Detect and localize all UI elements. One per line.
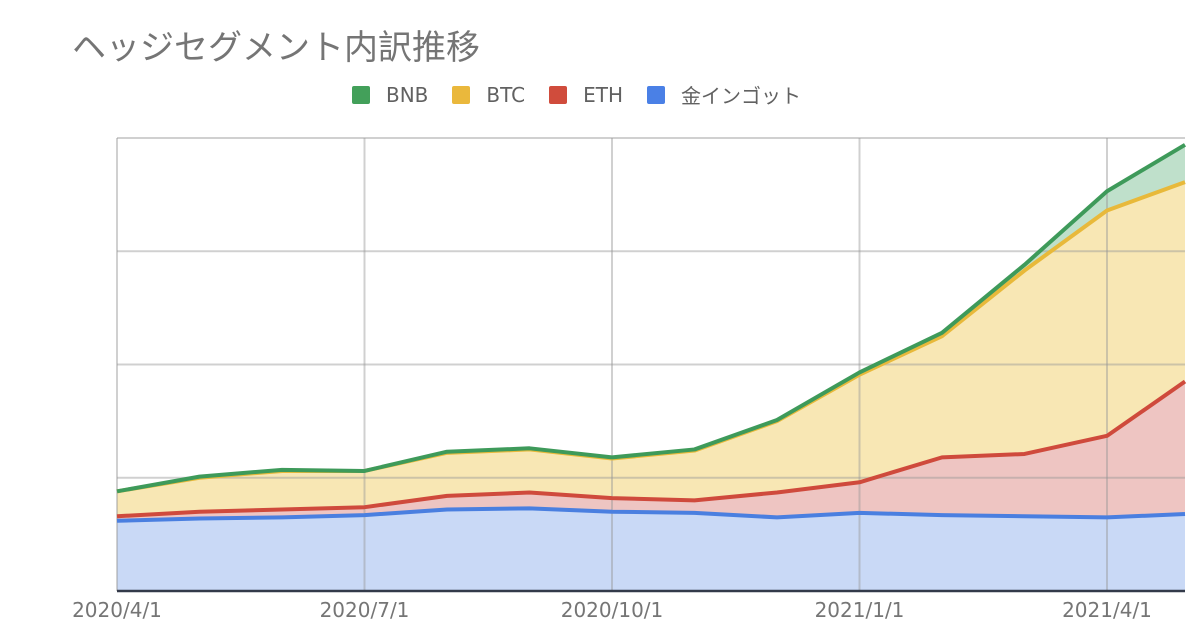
line-金インゴット (116, 506, 1186, 523)
legend-label: ETH (583, 82, 624, 107)
chart-legend: BNB BTC ETH 金インゴット (352, 80, 825, 109)
x-tick-label: 2020/4/1 (72, 598, 162, 622)
legend-item[interactable]: ETH (549, 83, 623, 107)
x-tick-label: 2020/10/1 (560, 598, 664, 622)
legend-label: BTC (486, 82, 526, 107)
legend-item[interactable]: 金インゴット (647, 80, 801, 109)
legend-label: BNB (386, 82, 429, 107)
legend-item[interactable]: BNB (352, 83, 428, 107)
x-tick-label: 2021/4/1 (1062, 598, 1152, 622)
x-tick-label: 2021/1/1 (814, 598, 905, 622)
area-ETH (117, 381, 1185, 521)
legend-swatch-icon (647, 85, 666, 104)
line-ETH (116, 379, 1187, 519)
x-tick-label: 2020/7/1 (319, 598, 410, 622)
line-BNB (116, 143, 1187, 494)
area-金インゴット (117, 508, 1185, 591)
legend-item[interactable]: BTC (452, 83, 525, 107)
area-BTC (117, 182, 1185, 517)
chart-title: ヘッジセグメント内訳推移 (72, 28, 480, 68)
legend-swatch-icon (452, 85, 471, 104)
legend-swatch-icon (352, 85, 370, 104)
legend-label: 金インゴット (681, 84, 802, 108)
legend-swatch-icon (549, 85, 568, 104)
